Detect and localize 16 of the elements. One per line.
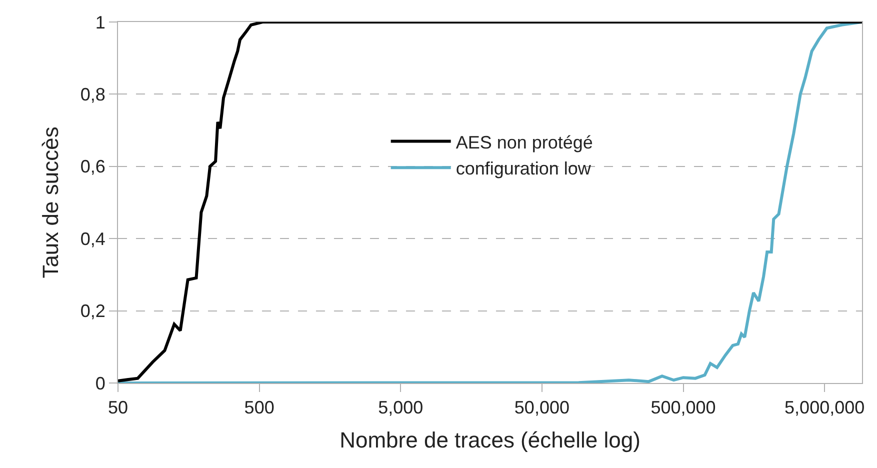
- y-tick-label: 1: [95, 12, 106, 32]
- y-axis-title: Taux de succès: [38, 126, 64, 278]
- y-tick-label: 0,4: [80, 228, 106, 249]
- x-tick-label: 50,000: [514, 398, 570, 418]
- x-tick-label: 5,000,000: [784, 398, 865, 418]
- y-tick-label: 0,2: [80, 301, 106, 322]
- legend-label: AES non protégé: [456, 132, 593, 152]
- y-tick-label: 0,8: [80, 84, 106, 104]
- x-axis-title: Nombre de traces (échelle log): [340, 428, 640, 452]
- x-tick-label: 500,000: [650, 398, 716, 418]
- y-tick-label: 0,6: [80, 156, 106, 177]
- x-tick-label: 500: [244, 398, 274, 418]
- x-tick-label: 50: [108, 398, 128, 418]
- x-tick-label: 5,000: [378, 398, 424, 418]
- y-tick-label: 0: [95, 373, 106, 394]
- legend-label: configuration low: [456, 158, 592, 179]
